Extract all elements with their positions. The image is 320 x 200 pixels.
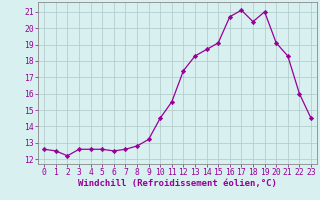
X-axis label: Windchill (Refroidissement éolien,°C): Windchill (Refroidissement éolien,°C) — [78, 179, 277, 188]
